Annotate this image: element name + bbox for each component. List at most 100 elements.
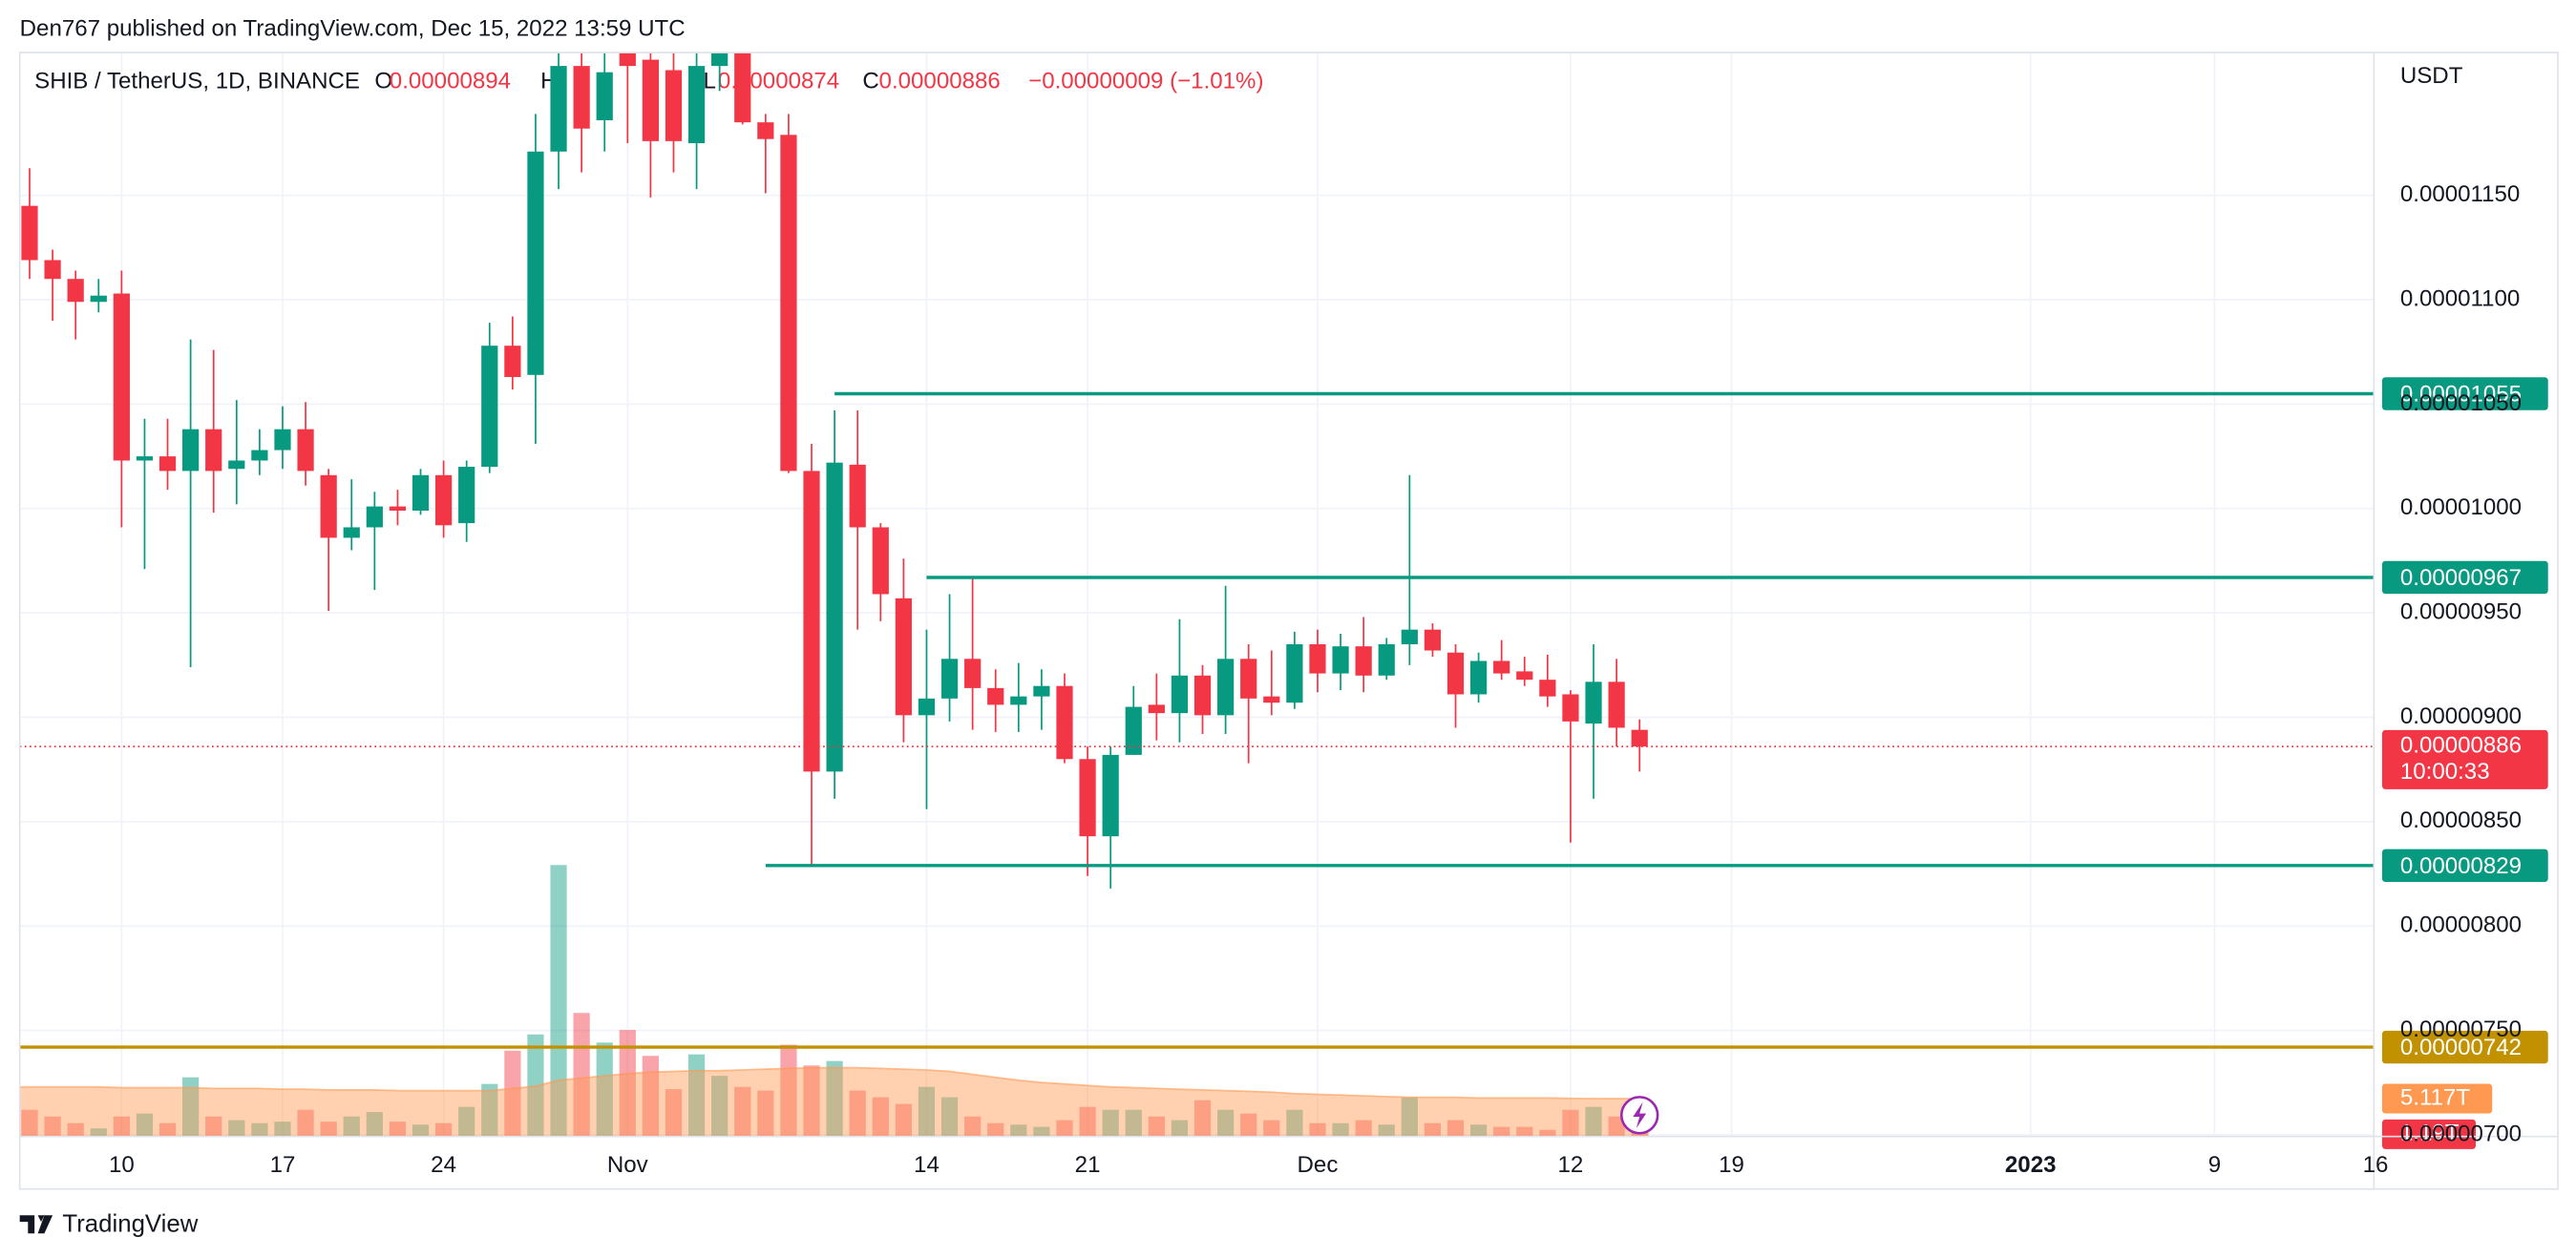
candle-body <box>158 456 177 472</box>
candle-body <box>251 450 268 461</box>
volume-bar <box>1079 1106 1096 1137</box>
candle-body <box>1286 643 1303 703</box>
volume-bar <box>940 1097 959 1137</box>
volume-bar <box>412 1124 430 1137</box>
candle-body <box>642 59 659 141</box>
x-tick-label: 21 <box>1075 1152 1101 1178</box>
volume-bar <box>44 1116 61 1137</box>
volume-bar <box>918 1086 936 1137</box>
volume-bar <box>1193 1100 1212 1137</box>
candle-body <box>780 135 797 472</box>
published-note: Den767 published on TradingView.com, Dec… <box>20 15 686 41</box>
frame <box>18 52 2559 1190</box>
volume-ma-label: 5.117T <box>2400 1084 2470 1110</box>
candle-body <box>1148 704 1165 714</box>
level-label-box <box>2381 377 2548 410</box>
y-tick-label: 0.00000900 <box>2400 703 2522 729</box>
candle-body <box>1401 629 1418 644</box>
volume-bar <box>1148 1116 1165 1137</box>
volume-bar <box>481 1083 498 1137</box>
legend-open-label: O <box>374 68 392 94</box>
legend-change: −0.00000009 (−1.01%) <box>1028 68 1263 94</box>
volume-bar <box>1309 1122 1326 1137</box>
level-label-box <box>2381 1030 2548 1064</box>
legend-close: 0.00000886 <box>879 68 1001 94</box>
candle-body <box>619 52 636 67</box>
volume-bar <box>826 1060 843 1137</box>
volume-bar <box>343 1116 360 1137</box>
y-tick-label: 0.00000800 <box>2400 912 2522 938</box>
level-label-box <box>2381 560 2548 595</box>
level-label: 0.00000742 <box>2400 1035 2522 1060</box>
candle-body <box>757 122 774 139</box>
volume-bar <box>320 1122 337 1137</box>
brand-logo <box>19 1215 53 1234</box>
volume-bar <box>1033 1126 1050 1137</box>
volume-bar <box>1171 1120 1189 1137</box>
candle-body <box>1240 659 1257 699</box>
overlay: 0.00001055 0.00000967 0.00000829 0.00000742… <box>19 377 2548 1149</box>
volume-bar <box>1332 1122 1349 1137</box>
candle-body <box>940 659 959 699</box>
volume-bar <box>1516 1126 1533 1137</box>
volume-bar <box>1056 1120 1073 1137</box>
candle-body <box>458 467 475 524</box>
x-tick-label: 2023 <box>2005 1152 2057 1178</box>
candle-body <box>1608 681 1625 728</box>
candle-body <box>320 474 337 538</box>
legend-close-label: C <box>862 68 878 94</box>
axes: 0.00001150 0.00001100 0.00001050 0.00001000… <box>109 181 2522 1178</box>
candle-body <box>366 506 383 528</box>
x-tick-label: 17 <box>270 1152 296 1178</box>
x-tick-label: 16 <box>2363 1152 2389 1178</box>
y-tick-label: 0.00000850 <box>2400 807 2522 833</box>
brand: TradingView <box>62 1210 198 1237</box>
candle-body <box>1193 675 1212 716</box>
volume-bar <box>1263 1120 1280 1137</box>
candle-body <box>1355 646 1372 676</box>
candle-body <box>389 506 407 511</box>
volume-bar <box>849 1090 866 1137</box>
volume-bar <box>366 1112 383 1137</box>
x-tick-label: 19 <box>1719 1152 1744 1178</box>
candle-body <box>297 429 314 472</box>
candle-body <box>1309 643 1326 674</box>
candle-body <box>1033 685 1050 697</box>
volume-bar <box>964 1116 982 1137</box>
countdown: 10:00:33 <box>2400 759 2490 785</box>
candle-body <box>895 598 912 716</box>
plot <box>19 52 1649 1137</box>
candle-body <box>90 295 107 303</box>
volume-bar <box>619 1030 636 1137</box>
last-price-label: 0.00000886 <box>2400 732 2522 758</box>
candle-body <box>1446 652 1465 695</box>
x-tick-label: 14 <box>914 1152 940 1178</box>
legend: SHIB / TetherUS, 1D, BINANCE O 0.0000089… <box>34 68 1263 94</box>
volume-bar <box>158 1122 177 1137</box>
volume-bar <box>1378 1124 1395 1137</box>
volume-bar <box>1355 1120 1372 1137</box>
volume-bar <box>550 865 567 1137</box>
candle-body <box>1631 729 1648 747</box>
volume-bar <box>274 1122 291 1137</box>
volume-bar <box>1102 1109 1119 1137</box>
candle-body <box>987 687 1004 705</box>
volume-box <box>2381 1119 2477 1149</box>
y-tick-label: 0.00000700 <box>2400 1121 2522 1146</box>
volume-bar <box>1217 1109 1235 1137</box>
volume-bar <box>757 1090 774 1137</box>
x-tick-label: 10 <box>109 1152 135 1178</box>
candle-body <box>1010 696 1027 705</box>
candle-body <box>849 464 866 528</box>
y-tick-label: 0.00000950 <box>2400 599 2522 625</box>
candle-body <box>918 698 936 716</box>
volume-bar <box>182 1077 200 1137</box>
y-tick-label: 0.00001100 <box>2400 285 2520 311</box>
candle-body <box>1125 706 1142 755</box>
candle-body <box>182 429 200 472</box>
candle-body <box>21 205 38 261</box>
legend-open: 0.00000894 <box>390 68 511 94</box>
candle-body <box>1263 696 1280 703</box>
